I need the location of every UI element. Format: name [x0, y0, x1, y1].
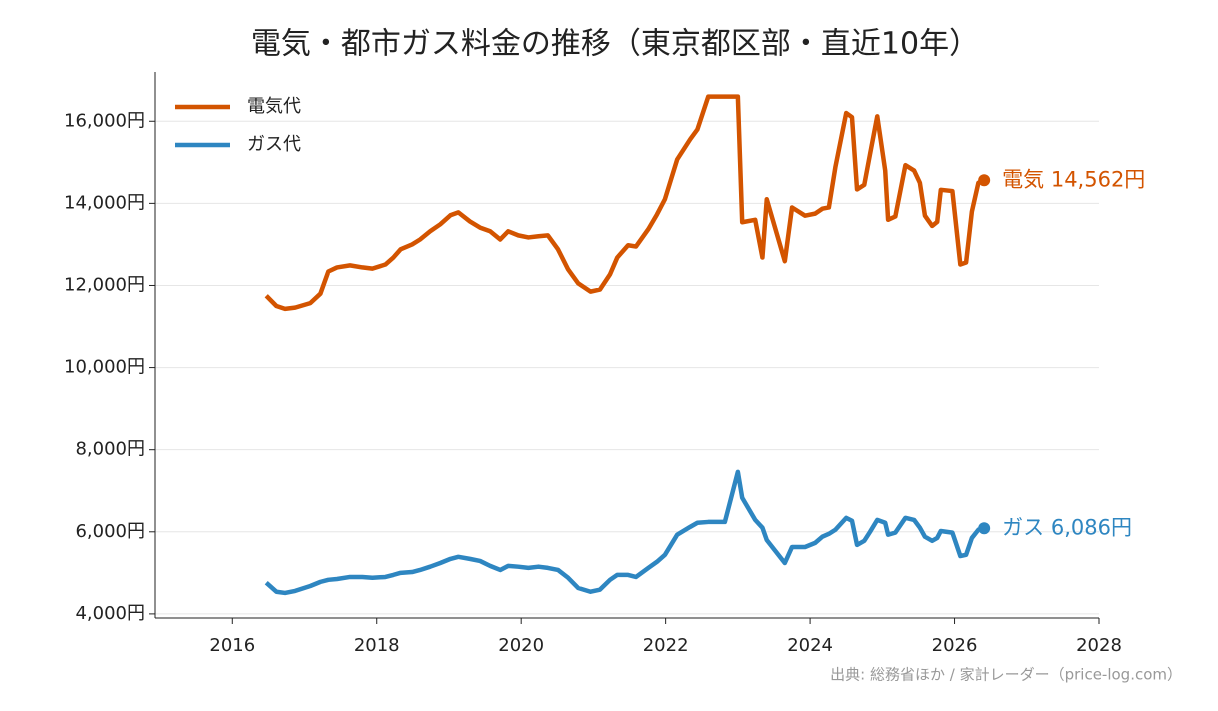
x-tick-label: 2020 [498, 635, 544, 656]
y-tick-label: 14,000円 [64, 192, 145, 213]
x-tick-label: 2016 [209, 635, 255, 656]
x-tick-label: 2028 [1076, 635, 1122, 656]
y-tick-label: 8,000円 [75, 439, 145, 460]
chart-title: 電気・都市ガス料金の推移（東京都区部・直近10年） [251, 27, 979, 62]
line [264, 94, 986, 312]
end-label: 電気 14,562円 [1002, 167, 1145, 191]
end-point [978, 522, 991, 535]
y-tick-label: 12,000円 [64, 274, 145, 295]
legend-label: ガス代 [247, 134, 301, 155]
y-tick-label: 10,000円 [64, 357, 145, 378]
x-tick-label: 2024 [787, 635, 833, 656]
y-tick-label: 4,000円 [75, 603, 145, 624]
legend-label: 電気代 [247, 96, 301, 117]
line [264, 469, 985, 596]
x-tick-label: 2026 [932, 635, 978, 656]
x-tick-label: 2018 [354, 635, 400, 656]
end-point [978, 174, 991, 187]
x-tick-label: 2022 [643, 635, 689, 656]
y-tick-label: 6,000円 [75, 521, 145, 542]
y-tick-label: 16,000円 [64, 110, 145, 131]
end-label: ガス 6,086円 [1002, 515, 1132, 539]
source: 出典: 総務省ほか / 家計レーダー（price-log.com） [830, 666, 1182, 684]
